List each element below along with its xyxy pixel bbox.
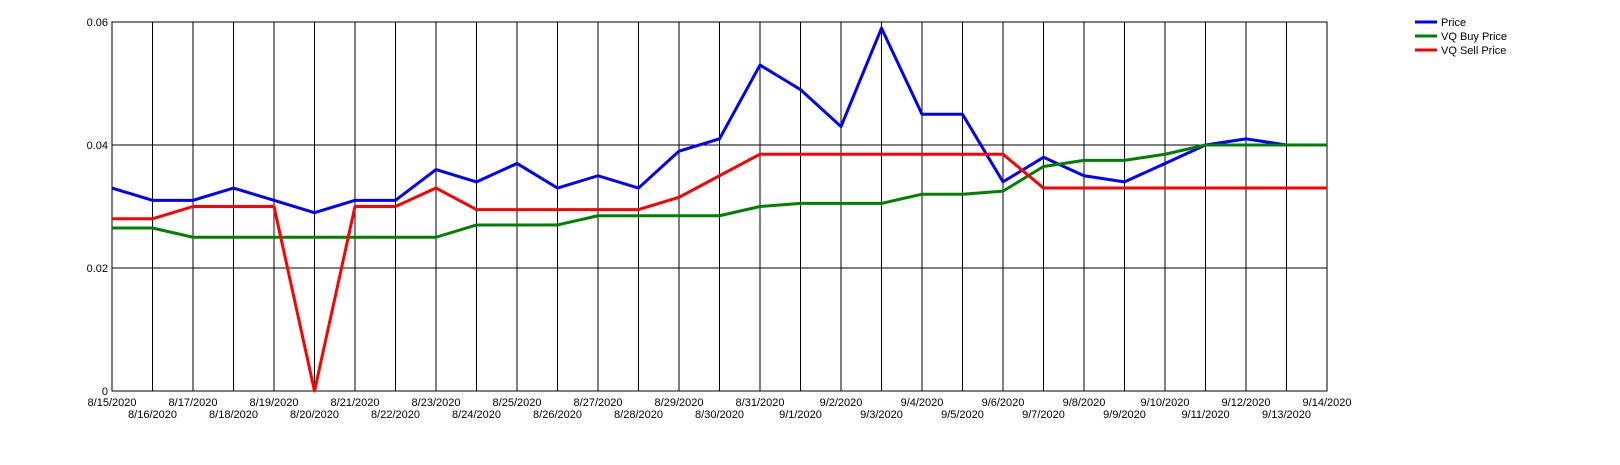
legend-label: VQ Sell Price (1441, 45, 1506, 57)
x-tick-label: 8/29/2020 (655, 397, 704, 409)
plot-frame (111, 21, 1328, 392)
series-line (112, 152, 1327, 393)
x-tick-label: 9/9/2020 (1103, 409, 1146, 421)
x-tick-label: 8/28/2020 (614, 409, 663, 421)
x-tick-label: 9/3/2020 (860, 409, 903, 421)
y-tick-label: 0 (102, 386, 108, 398)
x-tick-label: 9/14/2020 (1303, 397, 1352, 409)
x-tick-label: 8/26/2020 (533, 409, 582, 421)
y-tick-label: 0.04 (87, 140, 108, 152)
x-tick-label: 8/18/2020 (209, 409, 258, 421)
x-tick-label: 8/21/2020 (331, 397, 380, 409)
x-tick-label: 9/10/2020 (1141, 397, 1190, 409)
x-tick-label: 8/20/2020 (290, 409, 339, 421)
x-tick-label: 9/6/2020 (982, 397, 1025, 409)
x-tick-label: 8/30/2020 (695, 409, 744, 421)
x-tick-label: 9/8/2020 (1063, 397, 1106, 409)
y-tick-label: 0.06 (87, 17, 108, 29)
x-tick-label: 8/23/2020 (412, 397, 461, 409)
y-tick-label: 0.02 (87, 263, 108, 275)
x-tick-label: 8/16/2020 (128, 409, 177, 421)
x-tick-label: 9/2/2020 (820, 397, 863, 409)
x-tick-label: 9/5/2020 (941, 409, 984, 421)
x-tick-label: 9/13/2020 (1262, 409, 1311, 421)
x-tick-label: 8/27/2020 (574, 397, 623, 409)
x-tick-label: 9/12/2020 (1222, 397, 1271, 409)
x-tick-label: 8/22/2020 (371, 409, 420, 421)
series-line (112, 143, 1327, 239)
x-tick-label: 9/4/2020 (901, 397, 944, 409)
legend-label: VQ Buy Price (1441, 31, 1507, 43)
x-tick-label: 9/11/2020 (1181, 409, 1229, 421)
x-tick-label: 8/17/2020 (169, 397, 218, 409)
x-tick-label: 9/7/2020 (1022, 409, 1065, 421)
x-tick-label: 9/1/2020 (779, 409, 822, 421)
x-tick-label: 8/19/2020 (250, 397, 299, 409)
series-line (111, 26, 1327, 215)
x-tick-label: 8/15/2020 (88, 397, 137, 409)
x-tick-label: 8/25/2020 (493, 397, 542, 409)
legend-label: Price (1441, 17, 1466, 29)
x-tick-label: 8/31/2020 (736, 397, 785, 409)
x-tick-label: 8/24/2020 (452, 409, 501, 421)
